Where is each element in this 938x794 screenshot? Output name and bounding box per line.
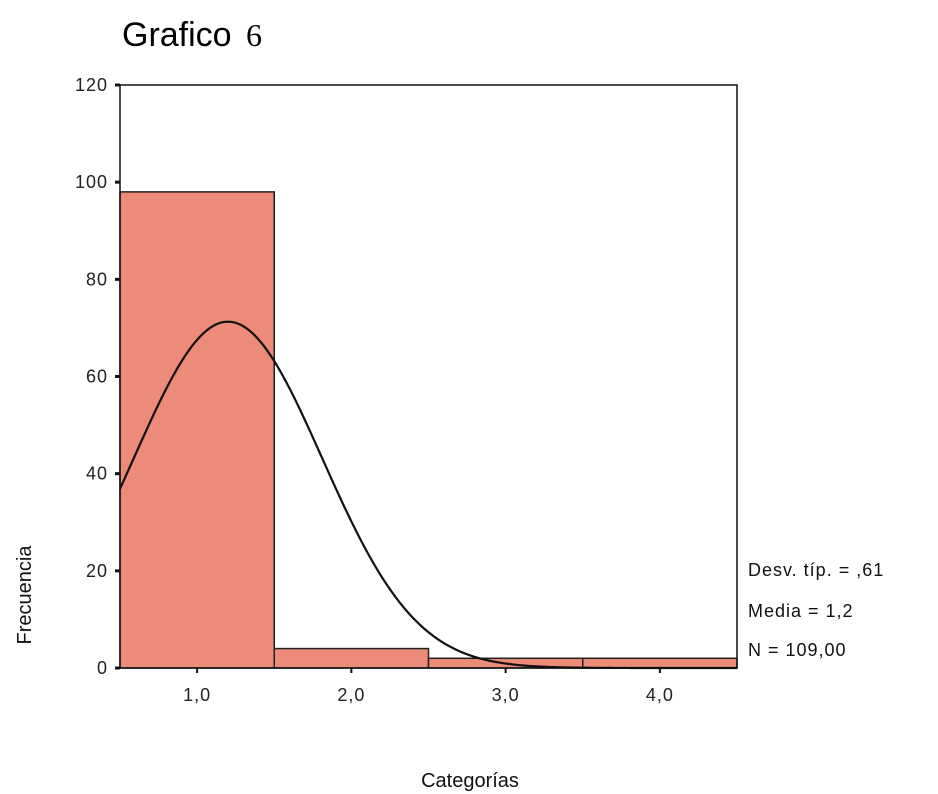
y-axis-label: Frecuencia (14, 545, 36, 645)
bars-layer (119, 191, 738, 669)
y-tick-label: 60 (86, 367, 108, 387)
x-tick-label: 4,0 (646, 685, 674, 705)
y-tick-label: 80 (86, 269, 108, 289)
x-axis-label: Categorías (421, 770, 519, 792)
y-tick-label: 20 (86, 561, 108, 581)
y-tick-label: 100 (75, 172, 108, 192)
histogram-bar (273, 647, 430, 669)
chart-title: Grafico 6 (122, 16, 262, 54)
x-tick-label: 2,0 (337, 685, 365, 705)
chart-title-number: 6 (246, 17, 262, 53)
stat-std-dev: Desv. típ. = ,61 (748, 560, 884, 580)
histogram-bar (582, 657, 738, 669)
x-tick-label: 3,0 (492, 685, 520, 705)
y-tick-label: 0 (97, 658, 108, 678)
stat-mean: Media = 1,2 (748, 601, 854, 621)
y-tick-label: 120 (75, 75, 108, 95)
stat-n: N = 109,00 (748, 640, 847, 660)
chart-title-text: Grafico (122, 16, 232, 54)
x-axis-ticks: 1,0 2,0 3,0 4,0 (183, 668, 674, 705)
x-tick-label: 1,0 (183, 685, 211, 705)
y-tick-label: 40 (86, 464, 108, 484)
histogram-bar (119, 191, 275, 669)
y-axis-ticks: 0 20 40 60 80 100 120 (75, 75, 120, 678)
